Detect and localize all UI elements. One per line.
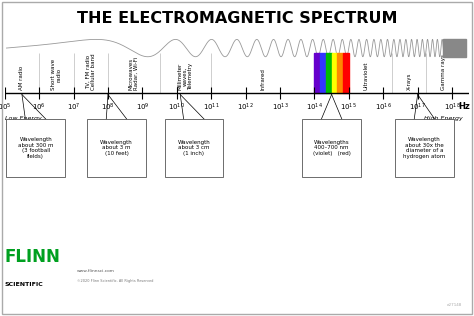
Bar: [337, 53, 343, 93]
Text: Microwaves
Radar, Wi-Fi: Microwaves Radar, Wi-Fi: [128, 58, 139, 90]
Bar: [165, 119, 223, 177]
Text: $10^{16}$: $10^{16}$: [375, 102, 392, 113]
Text: Wavelength
about 3 m
(10 feet): Wavelength about 3 m (10 feet): [100, 140, 133, 156]
Text: Infrared: Infrared: [260, 69, 265, 90]
Text: $10^{13}$: $10^{13}$: [272, 102, 288, 113]
Text: THE ELECTROMAGNETIC SPECTRUM: THE ELECTROMAGNETIC SPECTRUM: [77, 11, 397, 26]
Text: $10^{9}$: $10^{9}$: [136, 102, 149, 113]
Text: Visible light: Visible light: [329, 59, 334, 90]
Text: $10^{8}$: $10^{8}$: [101, 102, 115, 113]
Text: Wavelength
about 30x the
diameter of a
hydrogen atom: Wavelength about 30x the diameter of a h…: [403, 137, 446, 159]
Text: AM radio: AM radio: [19, 66, 25, 90]
Text: $10^{7}$: $10^{7}$: [67, 102, 81, 113]
Bar: [326, 53, 332, 93]
Text: $10^{5}$: $10^{5}$: [0, 102, 11, 113]
Bar: [7, 119, 65, 177]
Bar: [302, 119, 361, 177]
Text: X-rays: X-rays: [407, 73, 411, 90]
Text: Hz: Hz: [458, 102, 470, 111]
Text: $10^{6}$: $10^{6}$: [32, 102, 46, 113]
Text: www.flinnsci.com: www.flinnsci.com: [77, 269, 115, 273]
Text: $10^{15}$: $10^{15}$: [340, 102, 357, 113]
Text: $10^{14}$: $10^{14}$: [306, 102, 323, 113]
Text: Millimeter
waves,
Telemetry: Millimeter waves, Telemetry: [177, 63, 193, 90]
Text: FLINN: FLINN: [5, 248, 61, 266]
Text: $10^{17}$: $10^{17}$: [409, 102, 426, 113]
Text: Wavelength
about 300 m
(3 football
fields): Wavelength about 300 m (3 football field…: [18, 137, 54, 159]
Text: $10^{10}$: $10^{10}$: [168, 102, 185, 113]
Text: $10^{12}$: $10^{12}$: [237, 102, 254, 113]
Text: Wavelengths
400–700 nm
(violet)   (red): Wavelengths 400–700 nm (violet) (red): [313, 140, 351, 156]
Text: SCIENTIFIC: SCIENTIFIC: [5, 282, 44, 287]
Text: $10^{18}$: $10^{18}$: [444, 102, 461, 113]
Bar: [444, 40, 466, 57]
Text: TV, FM radio
Cellular band: TV, FM radio Cellular band: [86, 54, 96, 90]
Text: Gamma rays: Gamma rays: [441, 55, 446, 90]
Text: High Energy: High Energy: [424, 116, 462, 121]
Text: Short wave
radio: Short wave radio: [51, 59, 62, 90]
Bar: [314, 53, 320, 93]
Bar: [395, 119, 454, 177]
Bar: [332, 53, 337, 93]
Bar: [320, 53, 326, 93]
Text: e27148: e27148: [447, 303, 462, 307]
Text: Ultraviolet: Ultraviolet: [364, 62, 368, 90]
Text: Wavelength
about 3 cm
(1 inch): Wavelength about 3 cm (1 inch): [178, 140, 210, 156]
Text: $10^{11}$: $10^{11}$: [203, 102, 219, 113]
Bar: [87, 119, 146, 177]
Bar: [343, 53, 349, 93]
Text: Low Energy: Low Energy: [5, 116, 42, 121]
Text: ©2020 Flinn Scientific. All Rights Reserved: ©2020 Flinn Scientific. All Rights Reser…: [77, 279, 154, 283]
